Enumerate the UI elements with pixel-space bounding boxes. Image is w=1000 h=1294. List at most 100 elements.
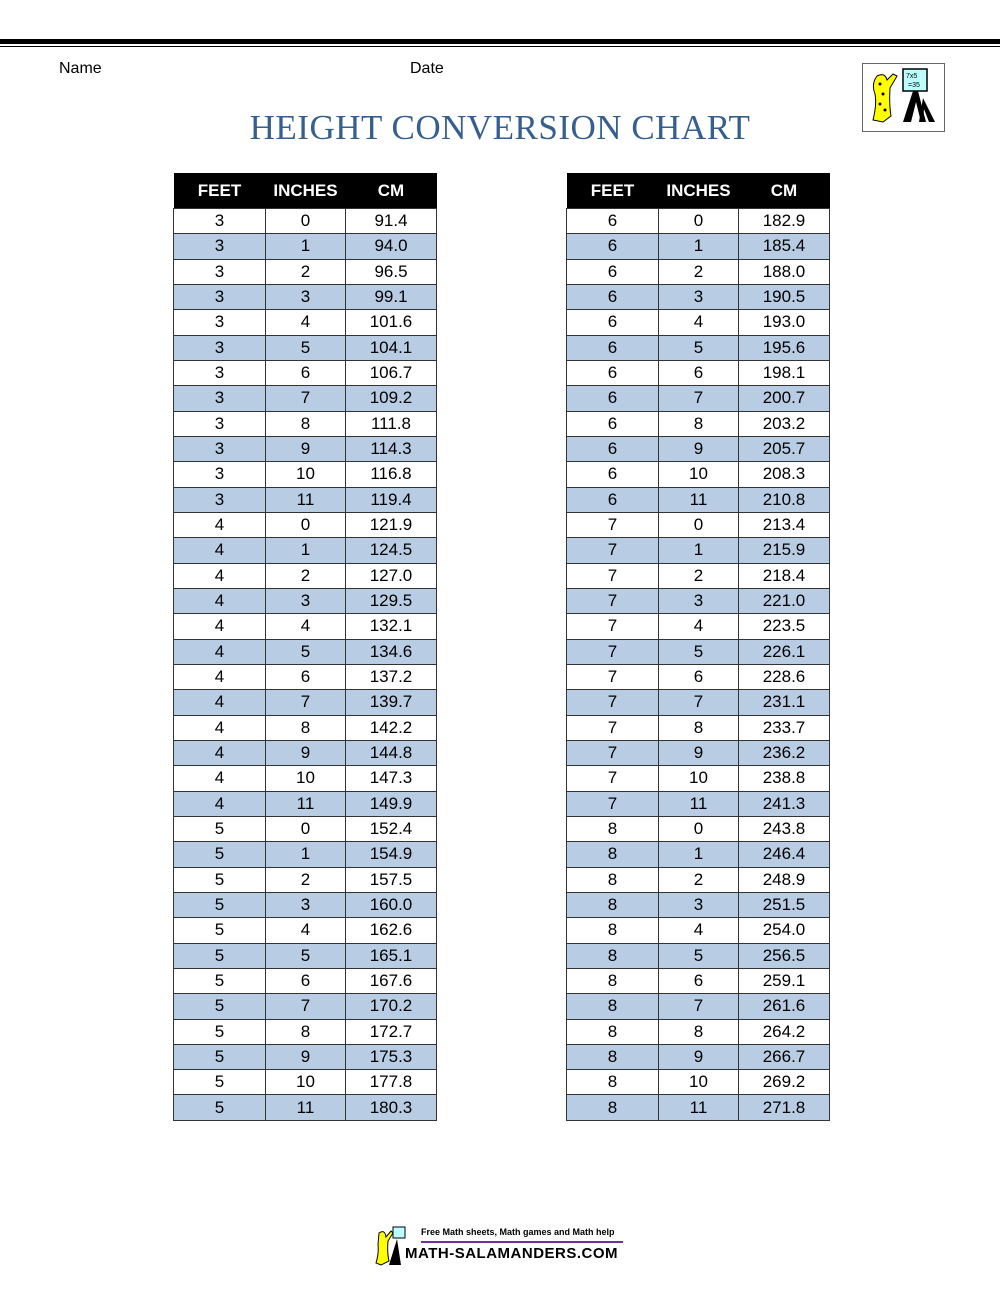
cell-cm: 114.3 bbox=[345, 435, 437, 463]
cell-inches: 1 bbox=[658, 841, 739, 868]
table-row: 3 6 106.7 bbox=[173, 359, 437, 387]
cell-cm: 119.4 bbox=[345, 486, 437, 513]
cell-feet: 3 bbox=[173, 461, 266, 488]
cell-inches: 7 bbox=[658, 385, 739, 412]
cell-cm: 200.7 bbox=[738, 385, 830, 412]
cell-cm: 177.8 bbox=[345, 1069, 437, 1096]
table-row: 8 10 269.2 bbox=[566, 1069, 830, 1096]
cell-inches: 1 bbox=[658, 537, 739, 564]
cell-feet: 5 bbox=[173, 1094, 266, 1121]
cell-cm: 106.7 bbox=[345, 359, 437, 387]
cell-inches: 6 bbox=[265, 967, 346, 995]
cell-feet: 5 bbox=[173, 891, 266, 919]
cell-feet: 5 bbox=[173, 967, 266, 995]
date-label: Date bbox=[410, 60, 444, 77]
table-row: 6 0 182.9 bbox=[566, 207, 830, 235]
cell-cm: 215.9 bbox=[738, 537, 830, 564]
table-row: 4 4 132.1 bbox=[173, 613, 437, 640]
table-row: 5 1 154.9 bbox=[173, 841, 437, 868]
cell-feet: 5 bbox=[173, 993, 266, 1020]
header-cm: CM bbox=[345, 173, 437, 209]
table-row: 7 1 215.9 bbox=[566, 537, 830, 564]
cell-inches: 8 bbox=[265, 410, 346, 437]
header-feet: FEET bbox=[173, 173, 266, 209]
table-row: 5 3 160.0 bbox=[173, 891, 437, 919]
table-row: 7 10 238.8 bbox=[566, 765, 830, 792]
table-row: 6 5 195.6 bbox=[566, 334, 830, 361]
table-row: 3 4 101.6 bbox=[173, 309, 437, 336]
table-row: 3 8 111.8 bbox=[173, 410, 437, 437]
cell-inches: 8 bbox=[658, 410, 739, 437]
cell-inches: 8 bbox=[265, 714, 346, 741]
table-row: 4 1 124.5 bbox=[173, 537, 437, 564]
table-row: 8 6 259.1 bbox=[566, 967, 830, 995]
cell-cm: 96.5 bbox=[345, 258, 437, 285]
cell-feet: 8 bbox=[566, 993, 659, 1020]
table-row: 5 9 175.3 bbox=[173, 1043, 437, 1071]
cell-cm: 152.4 bbox=[345, 815, 437, 843]
cell-feet: 7 bbox=[566, 511, 659, 539]
cell-feet: 6 bbox=[566, 309, 659, 336]
cell-inches: 8 bbox=[658, 1018, 739, 1045]
cell-inches: 1 bbox=[265, 233, 346, 260]
cell-inches: 5 bbox=[265, 638, 346, 665]
cell-cm: 104.1 bbox=[345, 334, 437, 361]
cell-feet: 3 bbox=[173, 207, 266, 235]
table-row: 5 11 180.3 bbox=[173, 1094, 437, 1121]
cell-cm: 101.6 bbox=[345, 309, 437, 336]
cell-cm: 208.3 bbox=[738, 461, 830, 488]
cell-cm: 264.2 bbox=[738, 1018, 830, 1045]
cell-cm: 144.8 bbox=[345, 739, 437, 767]
table-row: 8 0 243.8 bbox=[566, 815, 830, 843]
table-row: 7 8 233.7 bbox=[566, 714, 830, 741]
table-row: 3 10 116.8 bbox=[173, 461, 437, 488]
cell-cm: 203.2 bbox=[738, 410, 830, 437]
cell-cm: 259.1 bbox=[738, 967, 830, 995]
cell-cm: 147.3 bbox=[345, 765, 437, 792]
cell-inches: 2 bbox=[265, 562, 346, 589]
cell-inches: 10 bbox=[658, 1069, 739, 1096]
table-row: 7 4 223.5 bbox=[566, 613, 830, 640]
cell-feet: 8 bbox=[566, 841, 659, 868]
cell-inches: 3 bbox=[265, 891, 346, 919]
cell-cm: 269.2 bbox=[738, 1069, 830, 1096]
header-cm: CM bbox=[738, 173, 830, 209]
table-row: 8 2 248.9 bbox=[566, 866, 830, 893]
cell-cm: 149.9 bbox=[345, 790, 437, 817]
cell-feet: 7 bbox=[566, 714, 659, 741]
cell-cm: 132.1 bbox=[345, 613, 437, 640]
cell-cm: 165.1 bbox=[345, 942, 437, 969]
cell-inches: 3 bbox=[658, 587, 739, 615]
cell-inches: 11 bbox=[658, 1094, 739, 1121]
cell-feet: 7 bbox=[566, 613, 659, 640]
cell-feet: 8 bbox=[566, 866, 659, 893]
cell-cm: 210.8 bbox=[738, 486, 830, 513]
cell-inches: 0 bbox=[265, 815, 346, 843]
cell-feet: 6 bbox=[566, 435, 659, 463]
cell-feet: 4 bbox=[173, 765, 266, 792]
cell-inches: 9 bbox=[658, 739, 739, 767]
cell-cm: 223.5 bbox=[738, 613, 830, 640]
table-row: 4 2 127.0 bbox=[173, 562, 437, 589]
cell-cm: 248.9 bbox=[738, 866, 830, 893]
footer-site-link[interactable]: MATH-SALAMANDERS.COM bbox=[405, 1245, 619, 1262]
footer-tagline: Free Math sheets, Math games and Math he… bbox=[421, 1227, 615, 1237]
cell-cm: 231.1 bbox=[738, 689, 830, 716]
table-row: 7 7 231.1 bbox=[566, 689, 830, 716]
table-row: 7 0 213.4 bbox=[566, 511, 830, 539]
cell-cm: 175.3 bbox=[345, 1043, 437, 1071]
cell-cm: 238.8 bbox=[738, 765, 830, 792]
cell-feet: 8 bbox=[566, 1018, 659, 1045]
cell-feet: 4 bbox=[173, 511, 266, 539]
cell-cm: 213.4 bbox=[738, 511, 830, 539]
cell-inches: 6 bbox=[658, 359, 739, 387]
cell-feet: 7 bbox=[566, 537, 659, 564]
table-row: 5 5 165.1 bbox=[173, 942, 437, 969]
cell-cm: 190.5 bbox=[738, 283, 830, 311]
conversion-table-right: FEET INCHES CM 6 0 182.9 6 1 185.4 6 2 188.0 6 3 19… bbox=[566, 173, 830, 1121]
footer-divider bbox=[421, 1241, 623, 1243]
cell-feet: 4 bbox=[173, 689, 266, 716]
cell-feet: 3 bbox=[173, 309, 266, 336]
table-row: 3 3 99.1 bbox=[173, 283, 437, 311]
cell-cm: 139.7 bbox=[345, 689, 437, 716]
